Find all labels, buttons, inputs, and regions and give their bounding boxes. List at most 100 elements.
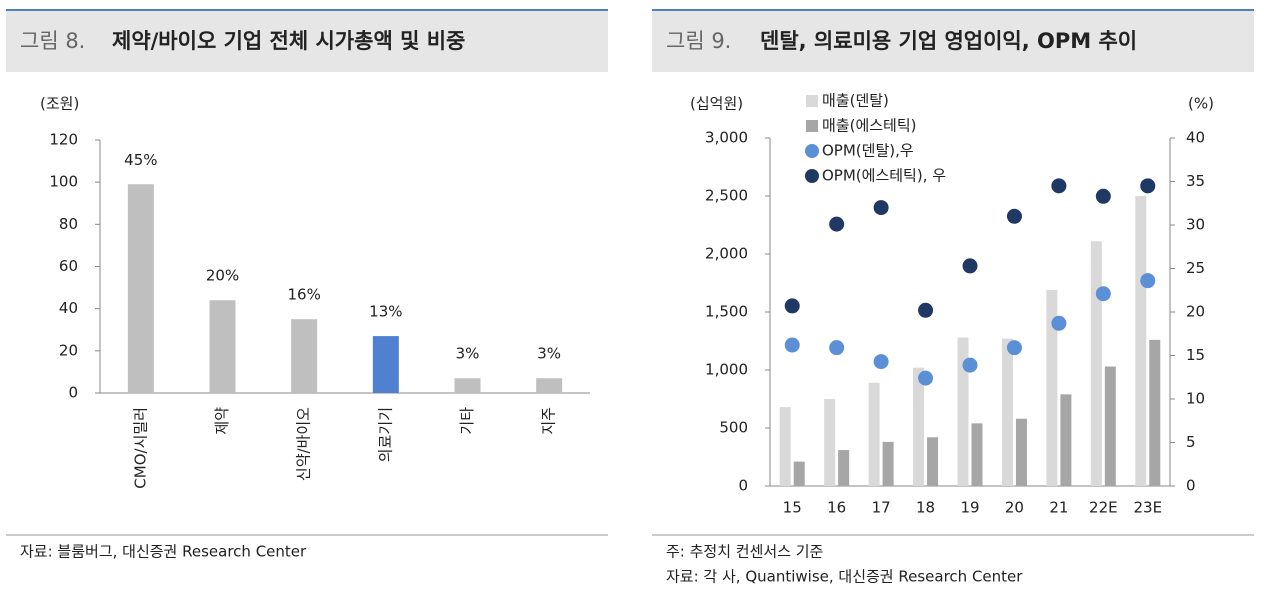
y-tick-label: 0 (68, 384, 78, 402)
x-tick-label: 지주 (540, 407, 558, 435)
x-tick-label: 기타 (458, 407, 476, 435)
y2-tick-label: 10 (1186, 390, 1205, 408)
chart-title: 덴탈, 의료미용 기업 영업이익, OPM 추이 (760, 29, 1137, 53)
bar (779, 407, 791, 486)
bar (1001, 338, 1013, 486)
dot (784, 337, 800, 353)
share-label: 45% (124, 151, 157, 169)
legend-swatch (805, 169, 819, 183)
figure-number: 그림 9. (666, 29, 731, 53)
x-tick-label: 신약/바이오 (295, 407, 313, 481)
x-tick-label: 15 (783, 499, 802, 517)
legend-label: OPM(에스테틱), 우 (822, 167, 946, 185)
dot (962, 258, 978, 274)
y2-unit: (%) (1188, 95, 1214, 113)
dot (1140, 273, 1156, 289)
y2-tick-label: 25 (1186, 259, 1205, 277)
x-tick-label: 22E (1089, 499, 1118, 517)
bar (1135, 196, 1147, 486)
y-tick-label: 120 (49, 131, 78, 149)
bar (1060, 394, 1072, 486)
dot (962, 357, 978, 373)
dot (1051, 315, 1067, 331)
bar (1015, 418, 1027, 486)
x-tick-label: CMO/시밀러 (131, 407, 149, 489)
x-tick-label: 제약 (213, 407, 231, 435)
y-tick-label: 100 (49, 173, 78, 191)
bar (793, 461, 805, 486)
y-tick-label: 2,000 (705, 245, 748, 263)
share-label: 20% (206, 267, 239, 285)
y-tick-label: 20 (59, 341, 78, 359)
bar (454, 378, 481, 393)
legend-swatch (805, 144, 819, 158)
y-tick-label: 2,500 (705, 187, 748, 205)
x-tick-label: 17 (872, 499, 891, 517)
y-tick-label: 3,000 (705, 129, 748, 147)
x-tick-label: 23E (1133, 499, 1162, 517)
figure-number: 그림 8. (20, 29, 85, 53)
bar (372, 336, 399, 393)
bar (1104, 366, 1116, 486)
y2-tick-label: 20 (1186, 303, 1205, 321)
bar (824, 399, 836, 486)
bar (291, 319, 318, 393)
dot (784, 298, 800, 314)
y-tick-label: 80 (59, 215, 78, 233)
bar (868, 382, 880, 486)
dot (918, 370, 934, 386)
bar (1149, 339, 1161, 486)
dot (918, 302, 934, 318)
y2-tick-label: 35 (1186, 172, 1205, 190)
dot (1006, 208, 1022, 224)
x-tick-label: 21 (1049, 499, 1068, 517)
dot (873, 200, 889, 216)
bar (209, 300, 236, 393)
bar (1090, 241, 1102, 486)
source: 자료: 블룸버그, 대신증권 Research Center (20, 543, 307, 561)
bar (957, 337, 969, 486)
legend-swatch (806, 95, 818, 107)
y-tick-label: 0 (738, 477, 748, 495)
y2-tick-label: 30 (1186, 216, 1205, 234)
y-tick-label: 60 (59, 257, 78, 275)
x-tick-label: 20 (1005, 499, 1024, 517)
bar (1046, 289, 1058, 486)
y2-tick-label: 15 (1186, 346, 1205, 364)
dot (1140, 178, 1156, 194)
y-unit: (십억원) (690, 95, 743, 113)
x-tick-label: 18 (916, 499, 935, 517)
dot (829, 216, 845, 232)
y-tick-label: 40 (59, 299, 78, 317)
share-label: 3% (537, 345, 561, 363)
share-label: 13% (369, 303, 402, 321)
dot (873, 354, 889, 370)
bar (838, 450, 850, 486)
header-bar (652, 10, 1254, 72)
y-unit: (조원) (40, 95, 79, 113)
x-tick-label: 의료기기 (376, 407, 394, 462)
note: 자료: 각 사, Quantiwise, 대신증권 Research Cente… (666, 568, 1023, 586)
y-tick-label: 1,500 (705, 303, 748, 321)
legend-swatch (806, 120, 818, 132)
legend-label: 매출(에스테틱) (822, 117, 917, 135)
bar (913, 367, 925, 486)
x-tick-label: 16 (827, 499, 846, 517)
x-tick-label: 19 (960, 499, 979, 517)
legend-label: 매출(덴탈) (822, 92, 889, 110)
legend-label: OPM(덴탈),우 (822, 142, 914, 160)
header-bar (6, 10, 608, 72)
bar (882, 441, 894, 486)
bar (971, 423, 983, 486)
dot (1006, 340, 1022, 356)
chart-title: 제약/바이오 기업 전체 시가총액 및 비중 (112, 29, 465, 53)
y2-tick-label: 5 (1186, 433, 1196, 451)
y2-tick-label: 40 (1186, 129, 1205, 147)
dot (1095, 188, 1111, 204)
dot (829, 340, 845, 356)
dot (1051, 178, 1067, 194)
dot (1095, 286, 1111, 302)
share-label: 16% (287, 286, 320, 304)
bar (927, 437, 939, 486)
